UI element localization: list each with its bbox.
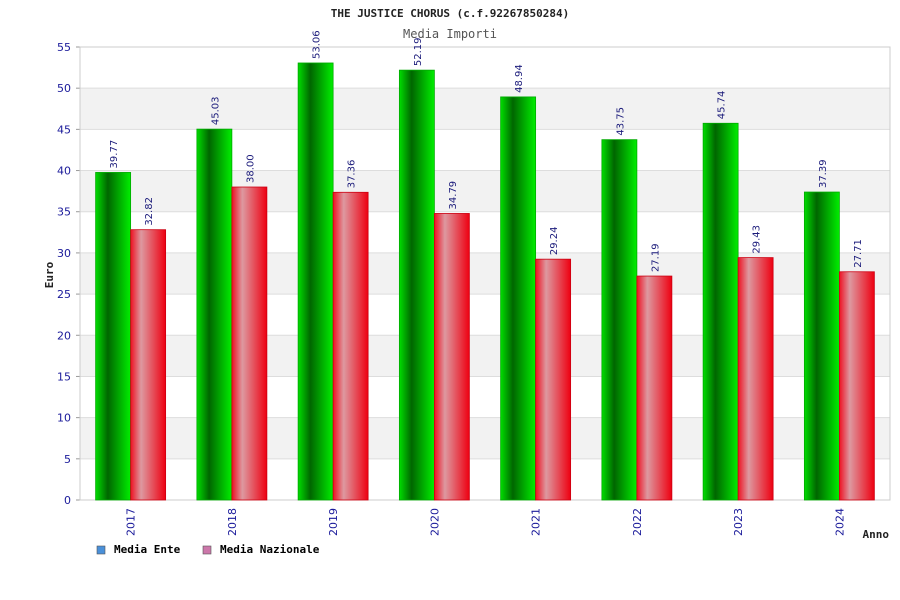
value-label: 39.77	[109, 140, 120, 169]
y-tick-label: 45	[57, 123, 71, 136]
bar-media-nazionale	[737, 257, 774, 501]
y-tick-label: 55	[57, 41, 71, 54]
value-label: 32.82	[144, 197, 155, 226]
value-label: 37.36	[347, 160, 358, 189]
value-label: 43.75	[615, 107, 626, 136]
bar-media-nazionale	[535, 258, 572, 501]
value-label: 29.43	[752, 225, 763, 254]
bar-media-ente	[398, 69, 435, 501]
x-tick-label: 2019	[327, 508, 340, 536]
value-label: 53.06	[312, 30, 323, 59]
legend-label-media-nazionale: Media Nazionale	[220, 543, 320, 556]
x-axis-ticks: 2017 2018 2019 2020 2021 2022 2023 2024	[125, 508, 847, 536]
bar-media-ente	[803, 191, 840, 501]
y-tick-label: 10	[57, 412, 71, 425]
value-label: 37.39	[818, 159, 829, 188]
grid-band	[80, 88, 890, 130]
bar-media-nazionale	[838, 271, 875, 501]
x-tick-label: 2021	[530, 508, 543, 536]
bar-media-ente	[297, 62, 334, 501]
x-axis-label: Anno	[863, 528, 890, 541]
plot-area-border	[79, 46, 891, 501]
y-tick-label: 35	[57, 206, 71, 219]
x-tick-label: 2024	[833, 508, 846, 536]
bar-media-ente	[196, 128, 233, 501]
y-tick-label: 15	[57, 370, 71, 383]
bar-media-ente	[702, 122, 739, 501]
bar-media-nazionale	[332, 191, 369, 501]
legend-label-media-ente: Media Ente	[114, 543, 181, 556]
x-tick-label: 2023	[732, 508, 745, 536]
bar-media-ente	[601, 139, 638, 501]
y-tick-label: 0	[64, 494, 71, 507]
value-label: 27.71	[853, 239, 864, 268]
bar-media-nazionale	[433, 213, 470, 501]
value-labels: 39.77 32.82 45.03 38.00 53.06 37.36 52.19 34.79…	[109, 30, 864, 272]
x-tick-label: 2017	[125, 508, 138, 536]
bar-media-nazionale	[130, 229, 167, 501]
x-tick-label: 2020	[428, 508, 441, 536]
chart-title: THE JUSTICE CHORUS (c.f.92267850284)	[331, 7, 569, 20]
bars	[95, 62, 875, 501]
value-label: 38.00	[245, 154, 256, 183]
bar-media-nazionale	[231, 186, 268, 501]
x-tick-label: 2018	[226, 508, 239, 536]
legend: Media Ente Media Nazionale	[96, 543, 320, 556]
legend-swatch-media-ente	[96, 545, 106, 555]
y-axis-label: Euro	[43, 261, 56, 288]
bar-media-nazionale	[636, 275, 673, 501]
y-tick-label: 50	[57, 82, 71, 95]
y-tick-label: 30	[57, 247, 71, 260]
y-tick-label: 25	[57, 288, 71, 301]
y-tick-label: 5	[64, 453, 71, 466]
y-axis-ticks: 0 5 10 15 20 25 30 35 40 45 50 55	[57, 41, 71, 507]
value-label: 45.74	[717, 91, 728, 120]
value-label: 45.03	[210, 96, 221, 125]
bar-media-ente	[500, 96, 537, 501]
bar-media-ente	[95, 172, 132, 501]
y-tick-label: 20	[57, 329, 71, 342]
value-label: 48.94	[514, 64, 525, 93]
x-tick-label: 2022	[631, 508, 644, 536]
value-label: 34.79	[448, 181, 459, 210]
value-label: 29.24	[549, 227, 560, 256]
value-label: 52.19	[413, 38, 424, 67]
legend-swatch-media-nazionale	[202, 545, 212, 555]
value-label: 27.19	[650, 243, 661, 272]
y-tick-label: 40	[57, 165, 71, 178]
chart-subtitle: Media Importi	[403, 27, 497, 41]
